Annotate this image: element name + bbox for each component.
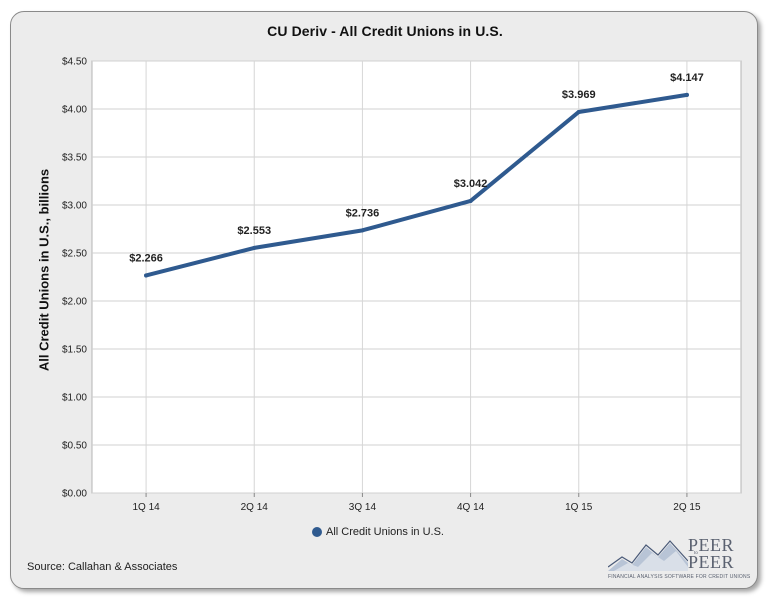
- y-tick-label: $1.00: [62, 393, 87, 404]
- legend[interactable]: All Credit Unions in U.S.: [312, 526, 444, 538]
- y-tick-label: $4.00: [62, 105, 87, 116]
- data-label: $2.553: [237, 225, 271, 237]
- chart-title: CU Deriv - All Credit Unions in U.S.: [267, 23, 503, 39]
- legend-swatch: [312, 527, 322, 537]
- data-label: $3.042: [454, 178, 488, 190]
- x-tick-label: 4Q 14: [457, 502, 485, 513]
- y-tick-label: $1.50: [62, 345, 87, 356]
- logo-to-text: to: [694, 551, 698, 556]
- data-label: $4.147: [670, 72, 704, 84]
- x-tick-label: 1Q 15: [565, 502, 593, 513]
- data-point: [684, 92, 689, 97]
- data-label: $2.266: [129, 252, 163, 264]
- x-tick-label: 2Q 14: [241, 502, 269, 513]
- x-tick-label: 3Q 14: [349, 502, 377, 513]
- y-tick-label: $2.00: [62, 297, 87, 308]
- x-tick-label: 2Q 15: [673, 502, 701, 513]
- data-point: [576, 109, 581, 114]
- x-tick-label: 1Q 14: [132, 502, 160, 513]
- y-tick-label: $0.00: [62, 489, 87, 500]
- source-note: Source: Callahan & Associates: [27, 561, 178, 573]
- y-tick-label: $3.50: [62, 153, 87, 164]
- mountain-logo-icon: [607, 540, 689, 571]
- y-tick-label: $0.50: [62, 441, 87, 452]
- y-tick-label: $2.50: [62, 249, 87, 260]
- peer-to-peer-logo: PEER PEER to FINANCIAL ANALYSIS SOFTWARE…: [607, 535, 751, 581]
- data-point: [252, 245, 257, 250]
- y-tick-label: $3.00: [62, 201, 87, 212]
- logo-wordmark: PEER PEER: [688, 535, 735, 572]
- plot-area: [91, 60, 742, 494]
- y-axis-title: All Credit Unions in U.S., billions: [36, 168, 52, 372]
- data-point: [144, 273, 149, 278]
- series-line: [144, 92, 689, 278]
- data-label: $3.969: [562, 89, 596, 101]
- data-point: [360, 228, 365, 233]
- y-tick-label: $4.50: [62, 57, 87, 68]
- data-point: [468, 198, 473, 203]
- legend-label: All Credit Unions in U.S.: [326, 526, 444, 538]
- data-label: $2.736: [346, 207, 380, 219]
- logo-tagline: FINANCIAL ANALYSIS SOFTWARE FOR CREDIT U…: [608, 574, 751, 580]
